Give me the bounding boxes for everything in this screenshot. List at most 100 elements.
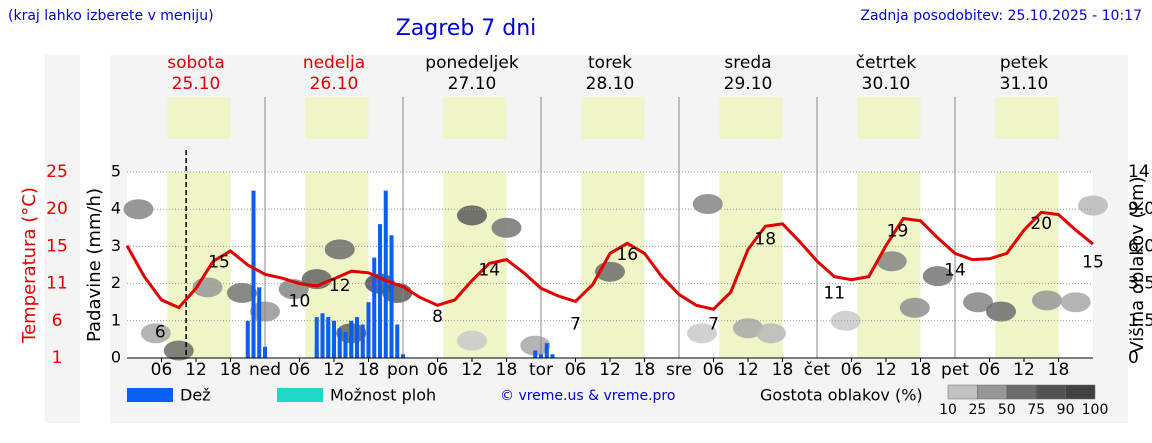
cloud-axis-label: Višina oblakov (km) xyxy=(1127,176,1148,353)
day-date: 30.10 xyxy=(862,74,911,94)
daylight-band-icons xyxy=(581,97,645,139)
temp-label: 19 xyxy=(887,222,909,242)
x-tick-label: pet xyxy=(941,360,969,380)
precip-bar xyxy=(245,320,250,358)
y2-tick-label: 0 xyxy=(1128,348,1139,368)
legend-swatch xyxy=(277,388,323,402)
note: (kraj lahko izberete v meniju) xyxy=(8,8,214,24)
precip-bar xyxy=(251,190,256,358)
x-tick-label: 18 xyxy=(1048,360,1070,380)
cloud-legend-swatch xyxy=(1065,384,1096,400)
cloud-patch xyxy=(457,330,487,351)
x-tick-label: pon xyxy=(387,360,419,380)
x-tick-label: 06 xyxy=(427,360,449,380)
temperature-line xyxy=(125,210,1094,311)
daylight-band-icons xyxy=(995,97,1059,139)
daylight-band xyxy=(995,172,1059,358)
x-tick-label: ned xyxy=(249,360,281,380)
cloud-legend-label: 75 xyxy=(1027,402,1045,418)
daylight-band-icons xyxy=(857,97,921,139)
cloud-patch xyxy=(1078,195,1108,216)
precip-bar xyxy=(533,350,538,358)
precip-bar xyxy=(544,343,549,358)
cloud-patch xyxy=(457,205,487,226)
day-name: petek xyxy=(1000,53,1048,73)
day-name: torek xyxy=(588,53,632,73)
precip-axis-label: Padavine (mm/h) xyxy=(84,188,105,342)
cloud-legend-swatch xyxy=(1035,384,1066,400)
cloud-patch xyxy=(324,239,355,260)
cloud-patch xyxy=(692,193,723,214)
precip-bar xyxy=(326,317,331,358)
daylight-band xyxy=(443,172,507,358)
day-name: ponedeljek xyxy=(425,53,519,73)
cloud-patch xyxy=(922,266,953,287)
temp-label: 20 xyxy=(1030,214,1052,234)
x-tick-label: 12 xyxy=(185,360,207,380)
x-tick-label: 06 xyxy=(289,360,311,380)
legend-label: Možnost ploh xyxy=(330,386,436,405)
x-tick-label: čet xyxy=(804,360,831,380)
cloud-legend-title: Gostota oblakov (%) xyxy=(760,386,923,405)
cloud-patch xyxy=(876,251,907,272)
precip-bar xyxy=(257,287,262,358)
temp-tick-label: 6 xyxy=(52,311,63,331)
precip-bar xyxy=(377,224,383,358)
x-tick-label: 18 xyxy=(772,360,794,380)
precip-bar xyxy=(349,320,354,358)
y-tick-label: 0 xyxy=(111,348,121,367)
x-tick-label: 18 xyxy=(496,360,518,380)
cloud-patch xyxy=(491,217,522,238)
day-date: 28.10 xyxy=(586,74,635,94)
y2-tick-label: 14 xyxy=(1128,162,1150,182)
precip-bar xyxy=(383,190,388,358)
cloud-patch xyxy=(830,310,861,331)
temp-tick-label: 11 xyxy=(46,274,68,294)
x-tick-label: 18 xyxy=(358,360,380,380)
cloud-patch xyxy=(687,323,717,344)
cloud-patch xyxy=(899,297,930,318)
daylight-band xyxy=(167,172,231,358)
day-name: sreda xyxy=(724,53,771,73)
y2-tick-label: 1.5 xyxy=(1128,311,1152,331)
cloud-patch xyxy=(963,292,993,313)
cloud-legend-swatch xyxy=(1006,384,1037,400)
y-tick-label: 1 xyxy=(111,310,121,329)
updated: Zadnja posodobitev: 25.10.2025 - 10:17 xyxy=(860,8,1142,24)
precip-bar xyxy=(314,317,319,358)
temp-label: 18 xyxy=(754,229,776,249)
temp-label: 6 xyxy=(155,322,166,342)
x-tick-label: 18 xyxy=(634,360,656,380)
temp-label: 7 xyxy=(570,315,581,335)
day-date: 31.10 xyxy=(1000,74,1049,94)
temp-label: 14 xyxy=(478,260,500,280)
precip-bar xyxy=(550,354,555,358)
temp-tick-label: 15 xyxy=(46,236,68,256)
x-tick-label: 12 xyxy=(737,360,759,380)
y-tick-label: 3 xyxy=(111,236,121,255)
temp-tick-label: 20 xyxy=(46,199,68,219)
precip-bar xyxy=(395,324,400,358)
x-tick-label: 12 xyxy=(875,360,897,380)
cloud-patch xyxy=(1032,290,1062,311)
cloud-patch xyxy=(520,335,551,356)
cloud-legend-label: 100 xyxy=(1082,402,1109,418)
x-tick-label: tor xyxy=(529,360,553,380)
day-date: 29.10 xyxy=(724,74,773,94)
precip-bar xyxy=(354,317,360,358)
temp-label: 11 xyxy=(823,284,845,304)
cloud-legend-swatch xyxy=(977,384,1008,400)
precip-bar xyxy=(331,320,337,358)
x-tick-label: 12 xyxy=(599,360,621,380)
temp-label: 7 xyxy=(708,315,719,335)
day-date: 26.10 xyxy=(310,74,359,94)
cloud-patch xyxy=(123,199,154,220)
precip-bar xyxy=(366,302,371,358)
daylight-band-icons xyxy=(167,97,231,139)
precip-bar xyxy=(262,346,268,358)
temp-label: 8 xyxy=(432,307,443,327)
x-tick-label: 12 xyxy=(1013,360,1035,380)
x-tick-label: 06 xyxy=(979,360,1001,380)
temp-label: 15 xyxy=(1082,253,1104,273)
